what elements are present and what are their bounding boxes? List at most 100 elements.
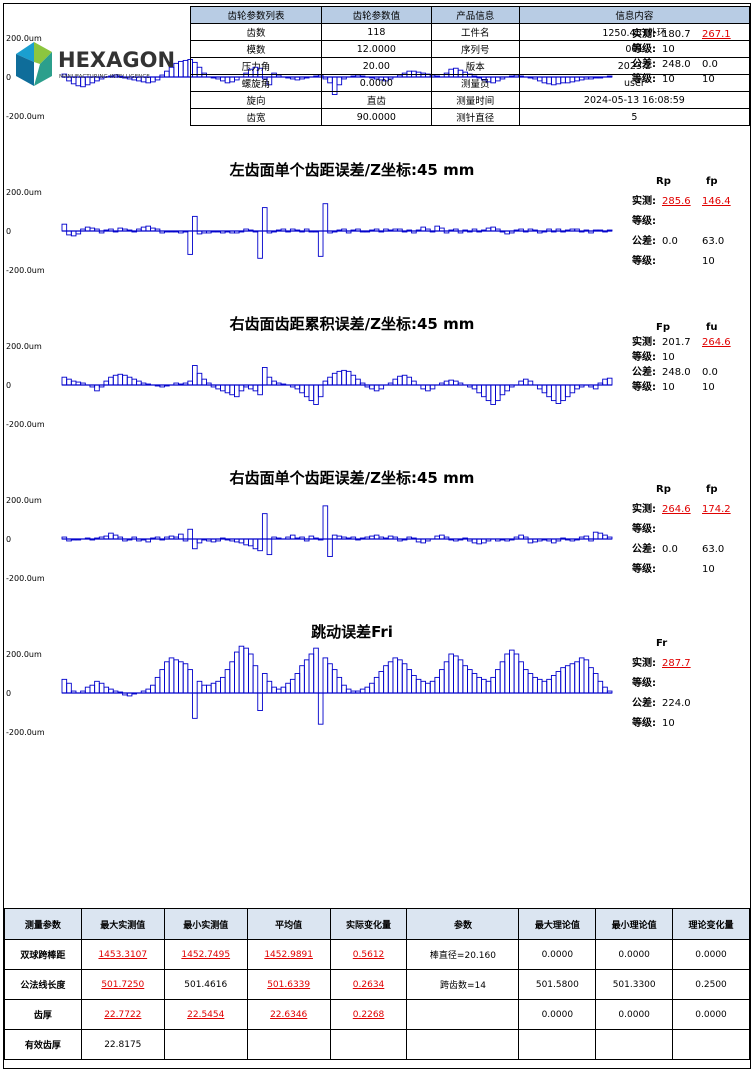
stat-value: 248.0 [662,367,691,378]
table-cell: 501.5800 [518,969,597,1000]
table-row: 旋向 直齿 测量时间 2024-05-13 16:08:59 [189,91,751,109]
chart-title: 右齿面齿距累积误差/Z坐标:45 mm [230,315,475,333]
table-cell: 双球跨棒距 [4,939,82,970]
table-cell: 0.0000 [672,999,750,1030]
stat-value: 201.7 [662,337,691,348]
table-cell: 直齿 [321,91,432,109]
stat-label: 公差: [632,234,656,247]
stat-value: 63.0 [702,236,724,247]
chart: 右齿面齿距累积误差/Z坐标:45 mm 200.0um 0 -200.0um Fp fu 实… [6,315,731,429]
table-cell: 模数 [189,40,323,58]
header-cell: 齿轮参数值 [321,6,432,24]
table-cell: 齿宽 [189,108,323,126]
stat-header: fp [706,176,718,187]
table-cell [406,999,520,1030]
stat-label: 等级: [632,214,656,227]
stat-header: Rp [656,176,671,187]
chart: 右齿面单个齿距误差/Z坐标:45 mm 200.0um 0 -200.0um Rp fp 实… [6,469,731,583]
stat-value: 0.0 [662,544,678,555]
stat-value: 0.0 [702,367,718,378]
stat-value: 264.6 [662,504,691,515]
header-cell: 平均值 [246,908,331,940]
table-cell: 22.7722 [80,999,165,1030]
table-cell [329,1029,408,1060]
table-cell [518,1029,597,1060]
table-cell: 20.00 [321,57,432,75]
table-cell: 0.0000 [672,939,750,970]
chart: 左齿面单个齿距误差/Z坐标:45 mm 200.0um 0 -200.0um Rp fp 实… [6,161,731,275]
table-cell: 22.8175 [80,1029,165,1060]
stat-value: 10 [702,256,715,267]
stat-value: 10 [662,718,675,729]
y-tick-label: 200.0um [6,650,42,659]
header-cell: 最大理论值 [518,908,597,940]
table-cell [672,1029,750,1060]
stat-label: 等级: [632,522,656,535]
table-cell: 0.0000 [518,939,597,970]
table-cell: 棒直径=20.160 [406,939,520,970]
table-cell: 齿数 [189,23,323,41]
stat-header: fu [706,322,717,333]
header-table: 齿轮参数列表 齿轮参数值 产品信息 信息内容 齿数 118 工件名 1250.45T外环 模数 1… [189,6,751,126]
table-row: 模数 12.0000 序列号 001 [189,40,751,58]
table-cell: 0.2634 [329,969,408,1000]
stat-value: 285.6 [662,196,691,207]
stat-label: 实测: [632,335,656,348]
stat-value: 10 [662,382,675,393]
stat-value: 287.7 [662,658,691,669]
stat-label: 实测: [632,502,656,515]
y-tick-label: 200.0um [6,496,42,505]
table-row: 齿数 118 工件名 1250.45T外环 [189,23,751,41]
stat-value: 0.0 [662,236,678,247]
header-cell: 产品信息 [430,6,520,24]
table-cell: 测量员 [430,74,520,92]
table-cell: 0.5612 [329,939,408,970]
table-cell: 1250.45T外环 [518,23,751,41]
y-tick-label: 0 [6,689,11,698]
stat-value: 63.0 [702,544,724,555]
chart-title: 跳动误差Fri [311,623,393,641]
stat-value: 264.6 [702,337,731,348]
stat-label: 公差: [632,542,656,555]
stat-header: Fr [656,638,667,649]
table-cell: 旋向 [189,91,323,109]
stat-header: Rp [656,484,671,495]
results-table: 测量参数 最大实测值 最小实测值 平均值 实际变化量 参数 最大理论值 最小理论值 理论变化量双… [4,908,750,1060]
chart-panel: 右齿面单个齿距误差/Z坐标:45 mm 200.0um 0 -200.0um Rp fp 实… [0,462,756,616]
table-cell: 0.0000 [595,999,674,1030]
table-row: 压力角 20.00 版本 2023.2 [189,57,751,75]
table-cell [163,1029,248,1060]
table-cell: 501.7250 [80,969,165,1000]
chart-panel: 左齿面单个齿距误差/Z坐标:45 mm 200.0um 0 -200.0um Rp fp 实… [0,154,756,308]
y-tick-label: -200.0um [6,420,45,429]
y-tick-label: 200.0um [6,188,42,197]
table-cell: 0.0000 [518,999,597,1030]
stat-label: 实测: [632,194,656,207]
table-cell: 22.6346 [246,999,331,1030]
stat-value: 224.0 [662,698,691,709]
stat-label: 实测: [632,656,656,669]
table-cell: 0.0000 [595,939,674,970]
table-cell: 501.6339 [246,969,331,1000]
stat-label: 公差: [632,365,656,378]
header-cell: 实际变化量 [329,908,408,940]
table-cell [595,1029,674,1060]
table-cell: 跨齿数=14 [406,969,520,1000]
table-cell: 2024-05-13 16:08:59 [518,91,751,109]
table-cell: 1453.3107 [80,939,165,970]
table-cell [246,1029,331,1060]
table-row: 公法线长度 501.7250 501.4616 501.6339 0.2634 跨齿数=1… [4,969,750,1000]
table-cell: user [518,74,751,92]
table-cell: 工件名 [430,23,520,41]
stat-value: 174.2 [702,504,731,515]
y-tick-label: 200.0um [6,34,42,43]
table-cell: 版本 [430,57,520,75]
header-cell: 齿轮参数列表 [189,6,323,24]
stat-label: 等级: [632,254,656,267]
table-cell: 5 [518,108,751,126]
logo-name: HEXAGON [58,48,175,72]
header-cell: 最小理论值 [595,908,674,940]
table-cell: 90.0000 [321,108,432,126]
table-cell: 1452.7495 [163,939,248,970]
table-row: 有效齿厚 22.8175 [4,1029,750,1060]
